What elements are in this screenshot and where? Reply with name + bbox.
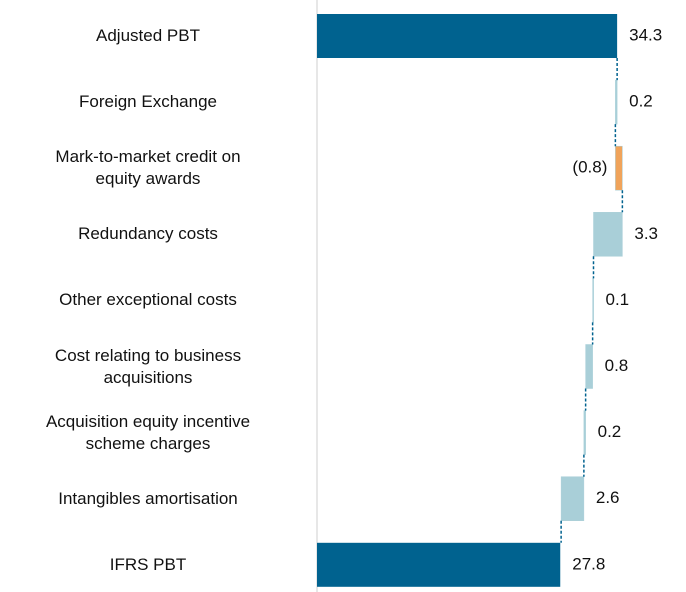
value-label: 2.6 — [596, 488, 620, 507]
value-label: 0.2 — [629, 92, 653, 111]
category-label: Intangibles amortisation — [58, 488, 238, 508]
value-label: 0.8 — [605, 356, 629, 375]
bar — [593, 212, 623, 257]
category-label: IFRS PBT — [109, 554, 187, 574]
bar — [317, 14, 618, 58]
category-label: Other exceptional costs — [59, 290, 237, 310]
bar — [583, 410, 586, 455]
category-label: Redundancy costs — [78, 224, 218, 244]
category-label: Cost relating to business acquisitions — [54, 345, 242, 387]
bar — [585, 344, 593, 389]
category-label: Adjusted PBT — [96, 26, 200, 45]
bar — [317, 542, 561, 587]
category-label: Mark-to-market credit on equity awards — [55, 147, 241, 189]
value-label: 0.1 — [606, 290, 630, 309]
bar — [615, 79, 618, 125]
value-label: (0.8) — [572, 158, 607, 177]
bar — [560, 476, 585, 521]
value-label: 27.8 — [572, 554, 605, 573]
bar — [615, 145, 623, 191]
value-label: 0.2 — [598, 422, 622, 441]
value-label: 34.3 — [629, 25, 662, 44]
category-label: Acquisition equity incentive scheme char… — [45, 411, 251, 453]
bar — [592, 278, 594, 323]
value-label: 3.3 — [634, 224, 658, 243]
category-label: Foreign Exchange — [79, 92, 217, 112]
